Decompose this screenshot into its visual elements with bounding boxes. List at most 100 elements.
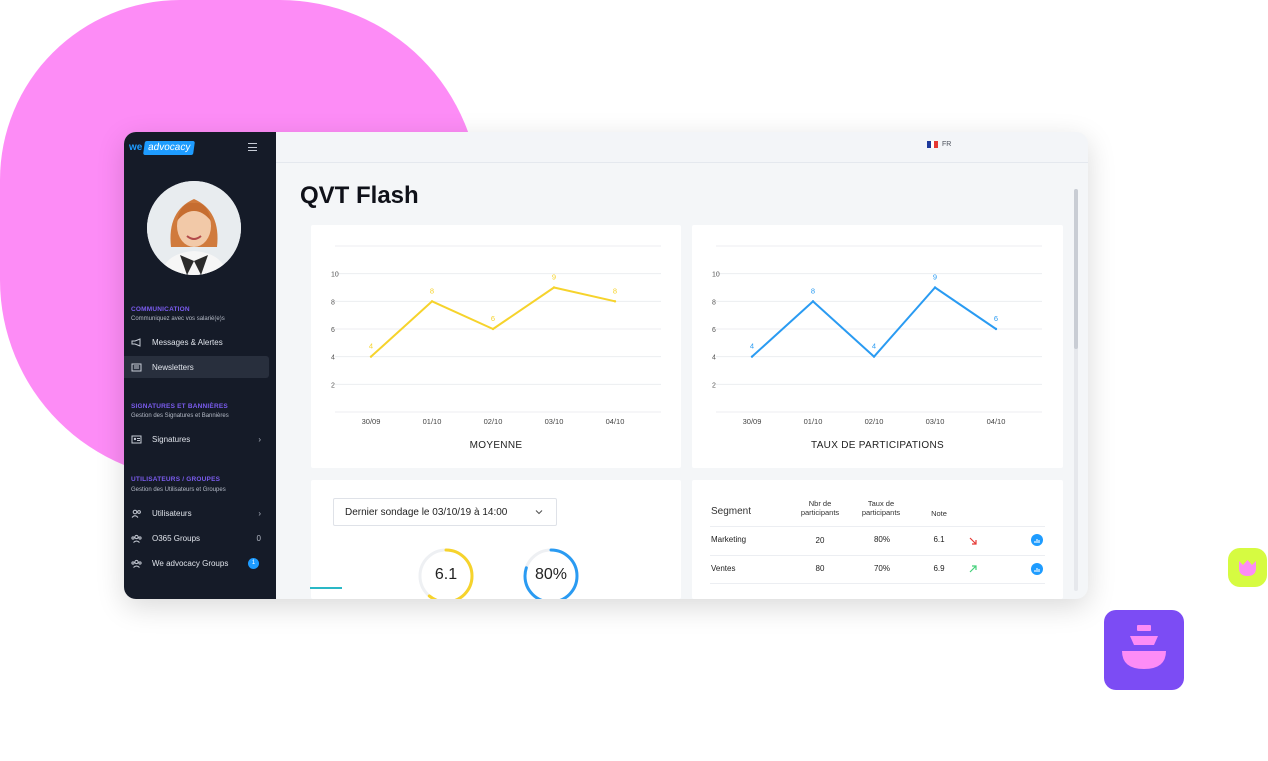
avatar[interactable] xyxy=(147,181,241,275)
language-selector[interactable]: FR xyxy=(927,141,951,148)
notification-badge: 1 xyxy=(248,557,259,569)
active-tab-indicator xyxy=(310,587,342,589)
table-cell-note: 6.9 xyxy=(933,564,945,573)
sidebar-item-label: O365 Groups xyxy=(152,533,201,543)
y-tick-label: 8 xyxy=(712,299,716,306)
table-header-taux: Taux de participants xyxy=(861,499,901,517)
decorative-lime-badge xyxy=(1228,548,1267,587)
sidebar-item-label: Newsletters xyxy=(152,362,194,372)
x-tick-label: 03/10 xyxy=(545,417,564,426)
stacked-shapes-icon xyxy=(1122,625,1166,669)
sidebar-item-we-advocacy-groups[interactable]: We advocacy Groups 1 xyxy=(124,552,269,574)
data-label: 4 xyxy=(369,342,373,351)
table-divider xyxy=(710,526,1045,527)
x-tick-label: 03/10 xyxy=(926,417,945,426)
table-cell-nbr: 20 xyxy=(815,536,825,545)
section-subtitle-signatures: Gestion des Signatures et Bannières xyxy=(131,413,229,419)
x-tick-label: 04/10 xyxy=(987,417,1006,426)
gauge-value-note: 6.1 xyxy=(434,566,458,583)
app-window: we advocacy COMMUNICATION Communiquez av… xyxy=(124,132,1088,599)
data-label: 9 xyxy=(933,273,937,282)
table-divider xyxy=(710,583,1045,584)
group-icon xyxy=(131,534,142,543)
chart-title: TAUX DE PARTICIPATIONS xyxy=(811,440,944,451)
language-label: FR xyxy=(942,141,952,148)
survey-date-select[interactable]: Dernier sondage le 03/10/19 à 14:00 xyxy=(333,498,557,526)
segments-table-card: Segment Nbr de participants Taux de part… xyxy=(692,480,1063,599)
decorative-violet-badge xyxy=(1104,610,1184,690)
megaphone-icon xyxy=(131,337,141,347)
y-tick-label: 4 xyxy=(712,355,716,362)
segment-stats-button[interactable] xyxy=(1031,563,1043,575)
data-point xyxy=(491,327,495,331)
trend-down-arrow-icon xyxy=(969,537,977,545)
sidebar-item-signatures[interactable]: Signatures › xyxy=(124,428,269,450)
survey-select-value: Dernier sondage le 03/10/19 à 14:00 xyxy=(345,506,508,518)
y-tick-label: 2 xyxy=(712,382,716,389)
sidebar: we advocacy COMMUNICATION Communiquez av… xyxy=(124,132,276,599)
data-point xyxy=(933,286,937,289)
newspaper-icon xyxy=(131,363,142,371)
x-tick-label: 30/09 xyxy=(362,417,381,426)
chart-card-moyenne: 2 4 6 8 10 30/09 01/10 02/10 03/10 04/10 4 8 6 9 8 MOY… xyxy=(311,225,681,468)
scrollbar-track[interactable] xyxy=(1074,189,1078,591)
data-label: 9 xyxy=(552,273,556,282)
y-tick-label: 8 xyxy=(331,299,335,306)
table-header-segment: Segment xyxy=(711,506,752,517)
id-card-icon xyxy=(131,435,142,443)
group-icon xyxy=(131,559,142,568)
line-chart-taux-participations: 2 4 6 8 10 30/09 01/10 02/10 03/10 04/10 4 8 4 9 6 xyxy=(712,245,1042,426)
sidebar-item-newsletters[interactable]: Newsletters xyxy=(124,356,269,378)
data-point xyxy=(994,327,998,331)
section-title-communication: COMMUNICATION xyxy=(131,306,190,313)
x-tick-label: 04/10 xyxy=(606,417,625,426)
x-tick-label: 01/10 xyxy=(423,417,442,426)
sidebar-item-label: Messages & Alertes xyxy=(152,337,223,347)
section-title-utilisateurs-groupes: UTILISATEURS / GROUPES xyxy=(131,476,221,483)
table-cell-taux: 80% xyxy=(873,535,890,544)
app-logo[interactable]: we advocacy xyxy=(129,140,196,155)
section-subtitle-utilisateurs-groupes: Gestion des Utilisateurs et Groupes xyxy=(131,487,226,493)
x-tick-label: 01/10 xyxy=(804,417,823,426)
data-point xyxy=(872,355,876,358)
chart-title: MOYENNE xyxy=(469,440,523,451)
line-chart-moyenne: 2 4 6 8 10 30/09 01/10 02/10 03/10 04/10 4 8 6 9 8 xyxy=(331,245,661,426)
table-cell-segment: Marketing xyxy=(711,535,747,544)
data-label: 8 xyxy=(811,286,815,295)
logo-advocacy-text: advocacy xyxy=(143,140,196,155)
top-bar: FR xyxy=(276,132,1088,163)
table-header-nbr: Nbr de participants xyxy=(800,499,840,517)
chart-card-taux-participations: 2 4 6 8 10 30/09 01/10 02/10 03/10 04/10 4 8 4 9 6 TAU… xyxy=(692,225,1063,468)
chevron-right-icon: › xyxy=(258,434,261,444)
trend-up-arrow-icon xyxy=(969,565,977,573)
user-portrait-icon xyxy=(147,181,241,275)
data-label: 6 xyxy=(491,314,495,323)
segment-stats-button[interactable] xyxy=(1031,534,1043,546)
scrollbar-thumb[interactable] xyxy=(1074,189,1078,349)
data-point xyxy=(750,355,754,358)
tulip-icon xyxy=(1239,560,1256,576)
table-divider xyxy=(710,555,1045,556)
data-label: 8 xyxy=(613,286,617,295)
section-subtitle-communication: Communiquez avec vos salarié(e)s xyxy=(131,316,225,322)
y-tick-label: 6 xyxy=(712,327,716,334)
logo-we-text: we xyxy=(129,142,143,153)
x-tick-label: 30/09 xyxy=(743,417,762,426)
chevron-right-icon: › xyxy=(258,508,261,518)
data-label: 4 xyxy=(872,342,876,351)
y-tick-label: 6 xyxy=(331,327,335,334)
data-label: 4 xyxy=(750,342,754,351)
sidebar-item-label: We advocacy Groups xyxy=(152,558,229,568)
sidebar-item-o365-groups[interactable]: O365 Groups 0 xyxy=(124,527,269,549)
table-cell-nbr: 80 xyxy=(815,564,825,573)
chevron-down-icon xyxy=(535,510,543,515)
y-tick-label: 10 xyxy=(712,272,720,279)
y-tick-label: 4 xyxy=(331,355,335,362)
sidebar-item-messages-alertes[interactable]: Messages & Alertes xyxy=(124,331,269,353)
bar-chart-icon xyxy=(1034,568,1040,572)
y-tick-label: 10 xyxy=(331,272,339,279)
sidebar-item-utilisateurs[interactable]: Utilisateurs › xyxy=(124,502,269,524)
y-tick-label: 2 xyxy=(331,382,335,389)
data-point xyxy=(552,286,556,289)
hamburger-menu-icon[interactable] xyxy=(248,143,257,151)
